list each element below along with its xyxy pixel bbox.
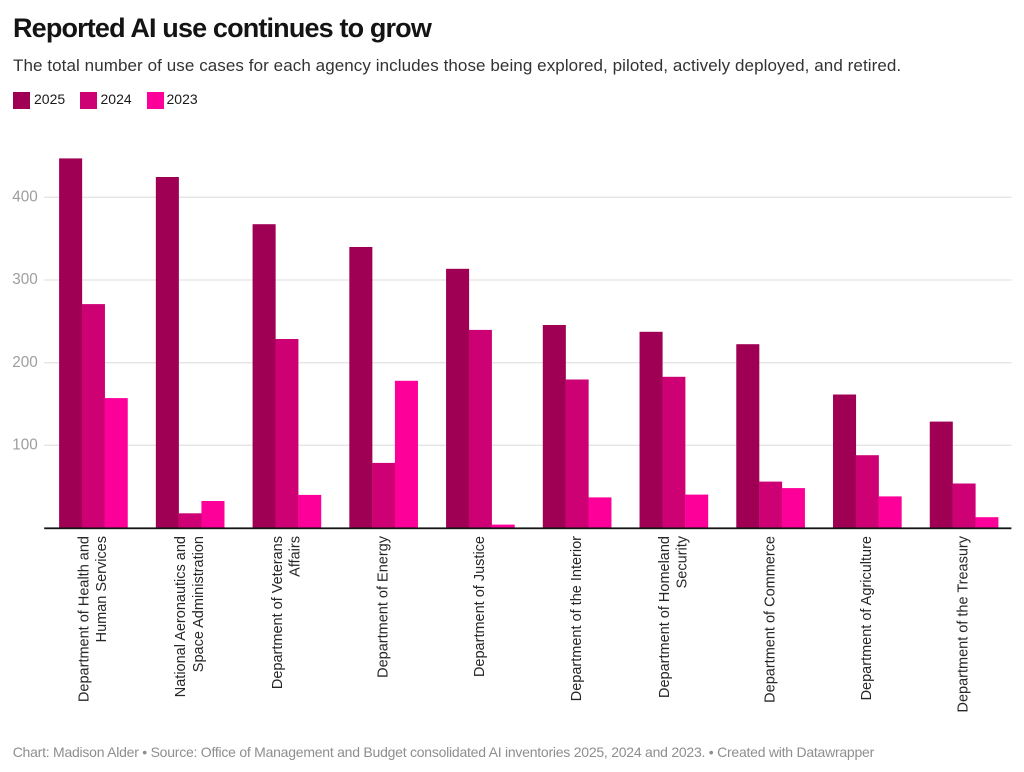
svg-text:100: 100: [12, 436, 38, 453]
svg-text:Department of Veterans: Department of Veterans: [270, 536, 286, 689]
svg-text:Space Administration: Space Administration: [191, 536, 207, 672]
svg-text:300: 300: [12, 271, 38, 288]
svg-text:Department of Energy: Department of Energy: [375, 535, 391, 678]
svg-text:Department of Homeland: Department of Homeland: [657, 536, 673, 698]
svg-text:200: 200: [12, 354, 38, 371]
svg-text:Affairs: Affairs: [288, 536, 304, 577]
svg-text:Human Services: Human Services: [94, 536, 110, 642]
svg-text:Department of the Interior: Department of the Interior: [569, 536, 585, 701]
svg-text:Department of Commerce: Department of Commerce: [762, 536, 778, 703]
svg-text:Department of Health and: Department of Health and: [76, 536, 92, 702]
svg-text:Department of the Treasury: Department of the Treasury: [956, 535, 972, 712]
svg-text:Department of Agriculture: Department of Agriculture: [859, 536, 875, 700]
svg-text:400: 400: [12, 188, 38, 205]
svg-text:Department of Justice: Department of Justice: [472, 536, 488, 677]
svg-text:Security: Security: [675, 535, 691, 588]
svg-text:National Aeronautics and: National Aeronautics and: [173, 536, 189, 697]
